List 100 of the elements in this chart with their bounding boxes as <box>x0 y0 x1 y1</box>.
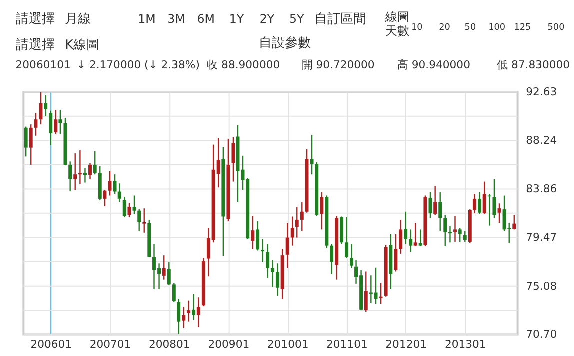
candlestick <box>54 109 58 135</box>
candlestick <box>482 181 486 215</box>
candlestick <box>404 211 408 245</box>
candlestick <box>399 219 403 255</box>
candlestick <box>177 298 181 335</box>
candlestick <box>84 168 87 184</box>
candlestick <box>320 192 324 230</box>
candlestick <box>350 244 354 270</box>
candlestick <box>88 162 92 180</box>
candlestick <box>418 229 422 248</box>
candlestick <box>454 215 457 243</box>
y-tick-label: 92.63 <box>526 86 558 99</box>
text: 10 <box>412 23 424 34</box>
candlestick <box>68 161 72 192</box>
text: 請選擇 <box>16 12 55 28</box>
candlestick <box>167 261 171 286</box>
candlestick <box>463 230 467 243</box>
candlestick <box>74 152 78 191</box>
candlestick <box>438 192 442 232</box>
text: 高 90.940000 <box>397 58 471 72</box>
text: 線圖天數 <box>384 10 410 38</box>
candlestick <box>172 282 176 303</box>
candlestick <box>310 134 314 176</box>
text: 3M <box>168 12 186 26</box>
text: 125 <box>514 23 532 34</box>
candlestick <box>24 126 28 158</box>
text: 6M <box>197 12 215 26</box>
candlestick <box>162 254 166 280</box>
text: 開 90.720000 <box>302 58 375 72</box>
candlestick <box>478 192 482 215</box>
text: 自設參數 <box>259 36 312 51</box>
candlestick <box>122 196 126 218</box>
candlestick <box>266 244 270 279</box>
candlestick <box>44 94 48 117</box>
x-tick-label: 201201 <box>386 338 428 352</box>
candlestick <box>448 226 452 244</box>
y-tick-label: 70.70 <box>526 328 558 342</box>
candlestick <box>78 150 82 185</box>
candlestick <box>512 214 516 230</box>
candlestick <box>196 297 200 328</box>
text: 20 <box>439 23 451 34</box>
candlestick <box>458 227 462 243</box>
candlestick <box>300 202 304 232</box>
candlestick <box>409 229 413 253</box>
y-tick-label: 83.86 <box>526 182 558 196</box>
candlestick <box>256 220 260 252</box>
x-tick-label: 200701 <box>90 338 132 352</box>
text: 月線 <box>65 12 92 28</box>
candlestick <box>142 208 146 234</box>
text: 1M <box>138 12 156 26</box>
candlestick <box>132 195 136 215</box>
candlestick <box>113 174 117 195</box>
candlestick <box>286 222 290 270</box>
candlestick <box>182 306 186 329</box>
text: 2Y <box>260 12 276 26</box>
candlestick <box>394 234 398 272</box>
text: 5Y <box>289 12 306 26</box>
candlestick <box>58 109 62 135</box>
candlestick <box>428 192 432 219</box>
text: 100 <box>488 23 506 34</box>
x-tick-label: 201001 <box>267 338 309 352</box>
x-tick-label: 200901 <box>208 338 250 352</box>
text: 請選擇 <box>16 38 55 53</box>
candlestick <box>444 214 448 248</box>
candlestick <box>492 178 496 219</box>
candlestick <box>251 215 255 250</box>
candlestick <box>138 208 142 232</box>
candlestick <box>93 150 97 176</box>
candlestick <box>295 206 299 238</box>
candlestick <box>290 216 294 246</box>
candlestick <box>472 193 476 214</box>
candlestick <box>276 263 280 297</box>
candlestick <box>270 260 274 288</box>
x-tick-label: 201301 <box>444 338 486 352</box>
text: 收 88.900000 <box>207 58 280 72</box>
text: K線圖 <box>65 38 100 53</box>
text: 20060101 <box>16 58 71 72</box>
x-tick-label: 200601 <box>30 338 72 352</box>
text: 500 <box>548 23 566 34</box>
y-tick-label: 75.08 <box>526 280 558 293</box>
text: 50 <box>464 23 476 34</box>
text: 自訂區間 <box>314 12 366 28</box>
candlestick <box>364 271 368 313</box>
candlestick <box>414 222 418 248</box>
candlestick <box>49 110 53 146</box>
candlestick <box>344 216 348 259</box>
y-tick-label: 79.47 <box>526 231 558 244</box>
candlestick <box>330 244 334 275</box>
candlestick <box>232 136 236 182</box>
candlestick <box>118 183 122 203</box>
candlestick <box>498 203 502 224</box>
text: ↓ 2.170000 (↓ 2.38%) <box>76 58 200 72</box>
candlestick <box>192 294 196 321</box>
candlestick <box>29 124 33 166</box>
candlestick <box>108 170 112 196</box>
candlestick <box>128 202 132 218</box>
x-tick-label: 201101 <box>326 338 368 352</box>
candlestick <box>187 300 190 322</box>
text: 1Y <box>229 12 245 26</box>
candlestick <box>488 193 492 226</box>
